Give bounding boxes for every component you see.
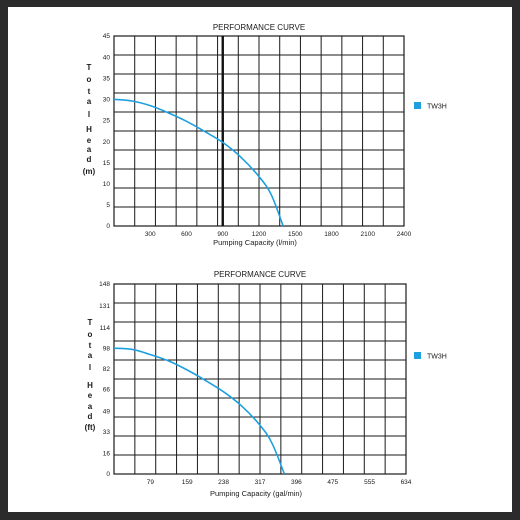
chart-panel: PERFORMANCE CURVE 300 600 900 1200 1500 1800 21… bbox=[8, 7, 512, 512]
y-tick-label: 0 bbox=[106, 223, 110, 230]
y-tick-label: 82 bbox=[103, 366, 111, 373]
y-axis-label-char: t bbox=[89, 341, 92, 350]
legend-label: TW3H bbox=[427, 354, 447, 361]
y-tick-label: 30 bbox=[103, 97, 111, 104]
x-tick-label: 555 bbox=[364, 479, 375, 486]
y-axis-label-char: a bbox=[88, 351, 93, 360]
y-axis-label-char: d bbox=[88, 412, 93, 421]
y-tick-label: 15 bbox=[103, 160, 111, 167]
x-tick-label: 600 bbox=[181, 231, 192, 238]
y-axis-label-char: (m) bbox=[83, 167, 96, 176]
y-axis-label-char: a bbox=[87, 145, 92, 154]
y-tick-label: 25 bbox=[103, 118, 111, 125]
y-axis-label-char: T bbox=[87, 63, 92, 72]
y-axis-label-char: l bbox=[89, 363, 91, 372]
chart-title: PERFORMANCE CURVE bbox=[214, 270, 306, 279]
x-tick-label: 317 bbox=[255, 479, 266, 486]
y-axis-label-char: a bbox=[88, 402, 93, 411]
y-axis-label-char: a bbox=[87, 97, 92, 106]
y-axis-label-char: o bbox=[88, 330, 93, 339]
x-tick-label: 396 bbox=[291, 479, 302, 486]
plot-frame bbox=[113, 35, 405, 227]
x-tick-label: 238 bbox=[218, 479, 229, 486]
legend-label: TW3H bbox=[427, 104, 447, 111]
y-axis-label-char: T bbox=[88, 318, 93, 327]
y-tick-label: 10 bbox=[103, 181, 111, 188]
y-tick-label: 66 bbox=[103, 386, 111, 393]
y-tick-label: 40 bbox=[103, 54, 111, 61]
y-tick-label: 5 bbox=[106, 202, 110, 209]
y-tick-label: 148 bbox=[99, 281, 110, 288]
x-tick-label: 634 bbox=[401, 479, 412, 486]
x-axis-label: Pumping Capacity (l/min) bbox=[213, 238, 297, 247]
series-line-tw3h bbox=[113, 347, 286, 475]
y-axis-label-char: e bbox=[88, 391, 93, 400]
legend-swatch bbox=[414, 102, 421, 109]
x-tick-label: 1200 bbox=[252, 231, 267, 238]
chart-title: PERFORMANCE CURVE bbox=[213, 23, 305, 32]
y-tick-label: 0 bbox=[106, 471, 110, 478]
x-axis-label: Pumping Capacity (gal/min) bbox=[210, 489, 303, 498]
x-tick-label: 159 bbox=[182, 479, 193, 486]
y-axis-label-char: H bbox=[86, 125, 92, 134]
y-axis-label-char: d bbox=[87, 155, 92, 164]
x-tick-label: 79 bbox=[147, 479, 155, 486]
y-tick-label: 131 bbox=[99, 303, 110, 310]
x-tick-label: 300 bbox=[145, 231, 156, 238]
y-axis-label-char: o bbox=[87, 75, 92, 84]
x-tick-label: 900 bbox=[217, 231, 228, 238]
y-tick-label: 16 bbox=[103, 451, 111, 458]
y-tick-label: 114 bbox=[100, 325, 111, 332]
y-axis-label-char: (ft) bbox=[85, 423, 96, 432]
y-tick-label: 35 bbox=[103, 75, 111, 82]
y-tick-label: 45 bbox=[103, 33, 111, 40]
y-tick-label: 33 bbox=[103, 429, 111, 436]
y-tick-label: 98 bbox=[103, 345, 111, 352]
x-tick-label: 2100 bbox=[361, 231, 376, 238]
x-tick-label: 1800 bbox=[324, 231, 339, 238]
series-line-tw3h bbox=[113, 98, 284, 227]
legend-swatch bbox=[414, 352, 421, 359]
x-tick-label: 1500 bbox=[288, 231, 303, 238]
y-tick-label: 49 bbox=[103, 408, 111, 415]
y-axis-label-char: t bbox=[88, 87, 91, 96]
y-axis-label-char: H bbox=[87, 381, 93, 390]
y-tick-label: 20 bbox=[103, 139, 111, 146]
x-tick-label: 475 bbox=[327, 479, 338, 486]
y-axis-label-char: e bbox=[87, 136, 92, 145]
y-axis-label-char: l bbox=[88, 110, 90, 119]
x-tick-label: 2400 bbox=[397, 231, 412, 238]
plot-frame bbox=[113, 283, 407, 475]
